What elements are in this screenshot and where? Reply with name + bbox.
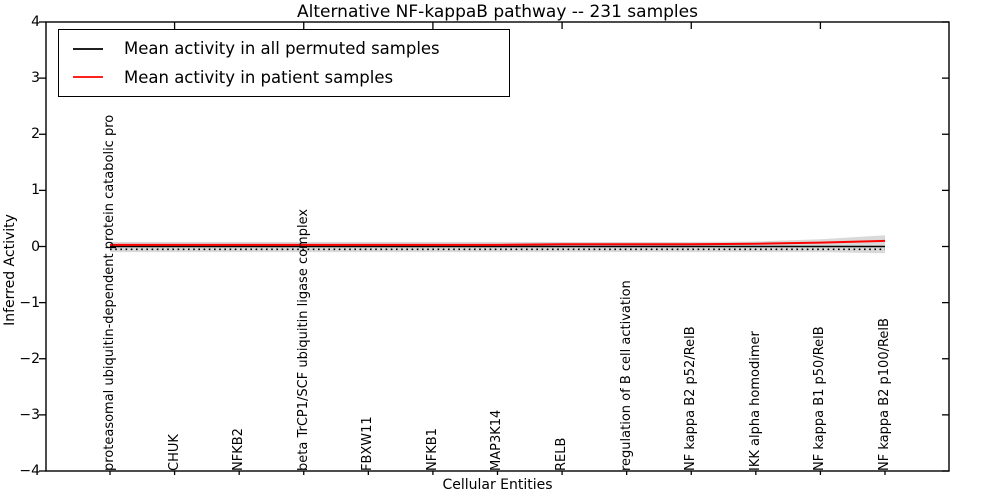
y-tick-label: 3 bbox=[31, 70, 40, 87]
y-tick-label: 0 bbox=[31, 238, 40, 255]
legend-entry-permuted: Mean activity in all permuted samples bbox=[73, 39, 509, 58]
x-tick-label: NFKB1 bbox=[424, 428, 440, 471]
x-tick-label: NFKB2 bbox=[231, 428, 247, 471]
x-tick-label: MAP3K14 bbox=[489, 409, 505, 471]
x-tick-label: NF kappa B1 p50/RelB bbox=[812, 326, 828, 471]
x-tick-label: beta TrCP1/SCF ubiquitin ligase complex bbox=[295, 208, 311, 471]
x-tick-label: FBXW11 bbox=[360, 416, 376, 471]
x-axis-label: Cellular Entities bbox=[442, 477, 553, 493]
x-tick-label: regulation of B cell activation bbox=[618, 280, 634, 471]
y-tick-label: −1 bbox=[19, 294, 40, 311]
y-tick-label: 1 bbox=[31, 182, 40, 199]
x-tick-label: RELB bbox=[554, 437, 570, 471]
legend-label-patient: Mean activity in patient samples bbox=[124, 67, 394, 87]
y-tick-label: 2 bbox=[31, 126, 40, 143]
x-tick-label: IKK alpha homodimer bbox=[747, 331, 763, 471]
chart-title: Alternative NF-kappaB pathway -- 231 sam… bbox=[297, 2, 698, 22]
y-tick-label: 4 bbox=[31, 14, 40, 30]
legend-line-red-icon bbox=[73, 76, 103, 79]
patient-mean-line bbox=[110, 239, 886, 246]
y-tick-label: −3 bbox=[19, 406, 40, 423]
legend-line-black-icon bbox=[73, 47, 103, 50]
legend-label-permuted: Mean activity in all permuted samples bbox=[124, 39, 440, 59]
y-tick-label: −4 bbox=[19, 463, 40, 479]
legend: Mean activity in all permuted samples Me… bbox=[58, 29, 510, 97]
x-tick-label: CHUK bbox=[166, 434, 182, 471]
x-tick-label: NF kappa B2 p100/RelB bbox=[876, 318, 892, 471]
x-tick-label: NF kappa B2 p52/RelB bbox=[683, 326, 699, 471]
x-tick-label: proteasomal ubiquitin-dependent protein … bbox=[102, 114, 117, 471]
y-tick-label: −2 bbox=[19, 350, 40, 367]
legend-entry-patient: Mean activity in patient samples bbox=[73, 68, 509, 87]
